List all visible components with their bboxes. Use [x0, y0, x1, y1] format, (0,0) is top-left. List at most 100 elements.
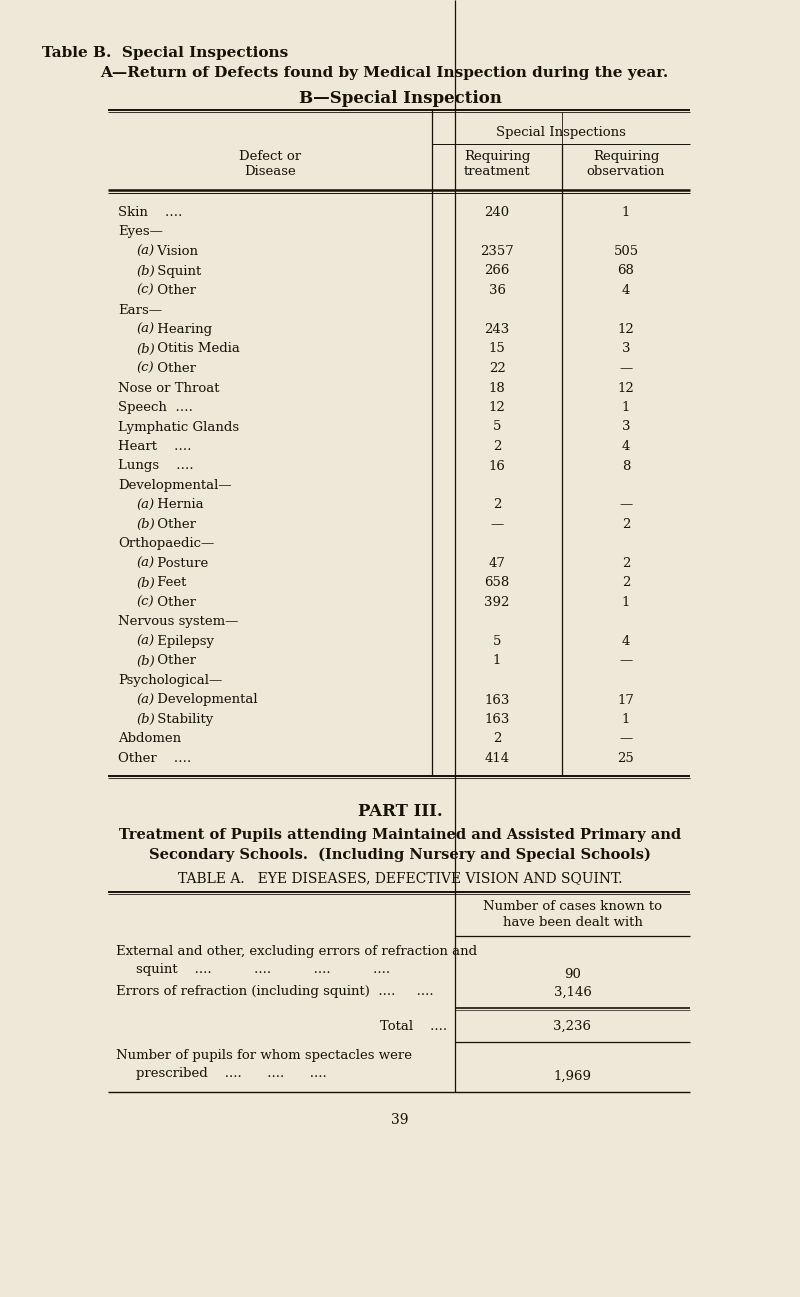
Text: Number of pupils for whom spectacles were: Number of pupils for whom spectacles wer… [116, 1049, 412, 1062]
Text: (a): (a) [136, 323, 154, 336]
Text: (a): (a) [136, 498, 154, 511]
Text: Posture: Posture [154, 556, 209, 569]
Text: Psychological—: Psychological— [118, 674, 222, 687]
Text: 3: 3 [622, 342, 630, 355]
Text: Number of cases known to: Number of cases known to [483, 900, 662, 913]
Text: 163: 163 [484, 713, 510, 726]
Text: 5: 5 [493, 420, 501, 433]
Text: Requiring
treatment: Requiring treatment [464, 150, 530, 178]
Text: Hernia: Hernia [154, 498, 204, 511]
Text: External and other, excluding errors of refraction and: External and other, excluding errors of … [116, 946, 477, 958]
Text: Defect or
Disease: Defect or Disease [239, 150, 301, 178]
Text: 414: 414 [485, 752, 510, 765]
Text: 2: 2 [493, 733, 501, 746]
Text: 243: 243 [484, 323, 510, 336]
Text: 240: 240 [485, 206, 510, 219]
Text: Lungs    ….: Lungs …. [118, 459, 194, 472]
Text: Other    ….: Other …. [118, 752, 191, 765]
Text: 4: 4 [622, 284, 630, 297]
Text: 36: 36 [489, 284, 506, 297]
Text: 68: 68 [618, 265, 634, 278]
Text: Squint: Squint [154, 265, 202, 278]
Text: Other: Other [154, 655, 197, 668]
Text: 2357: 2357 [480, 245, 514, 258]
Text: 12: 12 [618, 323, 634, 336]
Text: Secondary Schools.  (Including Nursery and Special Schools): Secondary Schools. (Including Nursery an… [149, 847, 651, 863]
Text: (b): (b) [136, 713, 154, 726]
Text: Other: Other [154, 284, 197, 297]
Text: Abdomen: Abdomen [118, 733, 181, 746]
Text: Lymphatic Glands: Lymphatic Glands [118, 420, 239, 433]
Text: 12: 12 [618, 381, 634, 394]
Text: (b): (b) [136, 655, 154, 668]
Text: 1,969: 1,969 [554, 1070, 591, 1083]
Text: Feet: Feet [154, 576, 186, 590]
Text: 1: 1 [622, 597, 630, 610]
Text: 1: 1 [622, 206, 630, 219]
Text: Heart    ….: Heart …. [118, 440, 191, 453]
Text: (b): (b) [136, 265, 154, 278]
Text: 3: 3 [622, 420, 630, 433]
Text: 163: 163 [484, 694, 510, 707]
Text: Other: Other [154, 518, 197, 530]
Text: (a): (a) [136, 636, 154, 648]
Text: Eyes—: Eyes— [118, 226, 163, 239]
Text: prescribed    ....      ....      ....: prescribed .... .... .... [136, 1066, 326, 1079]
Text: Errors of refraction (including squint)  ....     ....: Errors of refraction (including squint) … [116, 986, 434, 999]
Text: 4: 4 [622, 636, 630, 648]
Text: —: — [619, 655, 633, 668]
Text: (a): (a) [136, 245, 154, 258]
Text: TABLE A.   EYE DISEASES, DEFECTIVE VISION AND SQUINT.: TABLE A. EYE DISEASES, DEFECTIVE VISION … [178, 872, 622, 886]
Text: Nervous system—: Nervous system— [118, 616, 238, 629]
Text: Speech  ….: Speech …. [118, 401, 193, 414]
Text: Table B.  Special Inspections: Table B. Special Inspections [42, 45, 288, 60]
Text: Requiring
observation: Requiring observation [587, 150, 665, 178]
Text: 2: 2 [493, 440, 501, 453]
Text: 16: 16 [489, 459, 506, 472]
Text: Nose or Throat: Nose or Throat [118, 381, 219, 394]
Text: Treatment of Pupils attending Maintained and Assisted Primary and: Treatment of Pupils attending Maintained… [119, 827, 681, 842]
Text: (a): (a) [136, 556, 154, 569]
Text: Skin    ….: Skin …. [118, 206, 182, 219]
Text: (c): (c) [136, 597, 154, 610]
Text: Epilepsy: Epilepsy [154, 636, 214, 648]
Text: 2: 2 [493, 498, 501, 511]
Text: 658: 658 [484, 576, 510, 590]
Text: 1: 1 [493, 655, 501, 668]
Text: (b): (b) [136, 518, 154, 530]
Text: (b): (b) [136, 342, 154, 355]
Text: 505: 505 [614, 245, 638, 258]
Text: 25: 25 [618, 752, 634, 765]
Text: (c): (c) [136, 284, 154, 297]
Text: Orthopaedic—: Orthopaedic— [118, 537, 214, 550]
Text: squint    ....          ....          ....          ....: squint .... .... .... .... [136, 962, 390, 975]
Text: Developmental—: Developmental— [118, 479, 232, 492]
Text: A—Return of Defects found by Medical Inspection during the year.: A—Return of Defects found by Medical Ins… [100, 66, 668, 80]
Text: have been dealt with: have been dealt with [502, 916, 642, 929]
Text: 266: 266 [484, 265, 510, 278]
Text: 15: 15 [489, 342, 506, 355]
Text: Stability: Stability [154, 713, 214, 726]
Text: 18: 18 [489, 381, 506, 394]
Text: (b): (b) [136, 576, 154, 590]
Text: B—Special Inspection: B—Special Inspection [298, 89, 502, 106]
Text: Total    ....: Total .... [380, 1019, 447, 1032]
Text: —: — [619, 733, 633, 746]
Text: 17: 17 [618, 694, 634, 707]
Text: 2: 2 [622, 556, 630, 569]
Text: Ears—: Ears— [118, 303, 162, 316]
Text: (c): (c) [136, 362, 154, 375]
Text: —: — [619, 362, 633, 375]
Text: —: — [490, 518, 504, 530]
Text: 22: 22 [489, 362, 506, 375]
Text: 2: 2 [622, 518, 630, 530]
Text: Vision: Vision [154, 245, 198, 258]
Text: PART III.: PART III. [358, 804, 442, 821]
Text: 90: 90 [564, 968, 581, 981]
Text: 2: 2 [622, 576, 630, 590]
Text: 4: 4 [622, 440, 630, 453]
Text: Other: Other [154, 362, 197, 375]
Text: Other: Other [154, 597, 197, 610]
Text: —: — [619, 498, 633, 511]
Text: 392: 392 [484, 597, 510, 610]
